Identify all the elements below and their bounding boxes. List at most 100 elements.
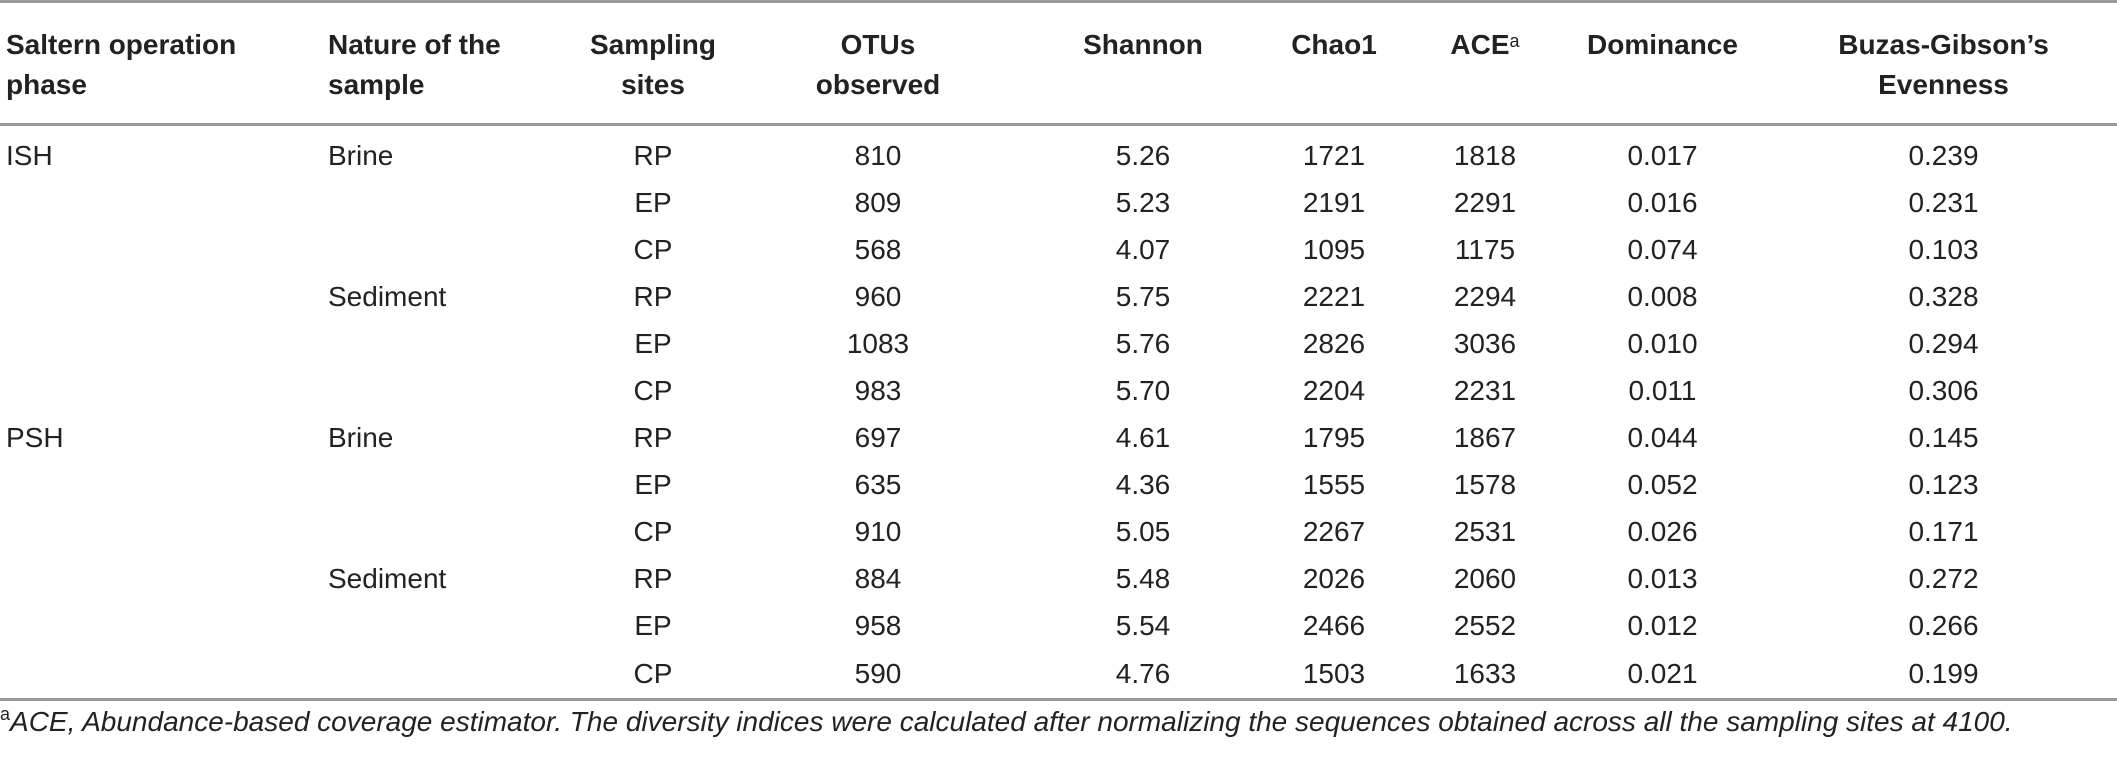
cell-dominance: 0.021 <box>1555 649 1770 701</box>
cell-chao1: 1795 <box>1302 422 1366 453</box>
table-row: EP 809 5.23 2191 2291 0.016 0.231 <box>0 179 2117 226</box>
cell-otus: 884 <box>854 563 902 594</box>
cell-phase <box>0 226 328 273</box>
cell-evenness: 0.145 <box>1908 422 1979 453</box>
cell-nature <box>328 508 583 555</box>
cell-dominance: 0.052 <box>1627 469 1698 500</box>
cell-ace: 2294 <box>1453 281 1517 312</box>
cell-dominance: 0.008 <box>1627 281 1698 312</box>
header-phase: Saltern operation phase <box>0 0 328 126</box>
cell-evenness: 0.231 <box>1908 187 1979 218</box>
cell-evenness: 0.199 <box>1770 649 2117 701</box>
cell-nature <box>328 602 583 649</box>
cell-otus: 1083 <box>846 328 910 359</box>
header-chao1: Chao1 <box>1253 0 1415 126</box>
cell-dominance: 0.010 <box>1627 328 1698 359</box>
cell-evenness: 0.328 <box>1908 281 1979 312</box>
cell-nature: Brine <box>328 422 394 453</box>
cell-nature: Brine <box>328 140 394 171</box>
header-sites: Sampling sites <box>583 0 723 126</box>
table-body: ISH Brine RP 810 5.26 1721 1818 0.017 0.239 EP 809… <box>0 125 2117 701</box>
cell-ace: 1818 <box>1453 140 1517 171</box>
table-row: CP 568 4.07 1095 1175 0.074 0.103 <box>0 226 2117 273</box>
cell-evenness: 0.294 <box>1908 328 1979 359</box>
cell-ace: 3036 <box>1453 328 1517 359</box>
cell-ace: 2531 <box>1453 516 1517 547</box>
cell-shannon: 5.48 <box>1115 563 1171 594</box>
cell-shannon: 5.75 <box>1115 281 1171 312</box>
table-footnote: aACE, Abundance-based coverage estimator… <box>0 704 2013 738</box>
cell-site: RP <box>633 422 673 453</box>
cell-chao1: 1095 <box>1302 234 1366 265</box>
cell-chao1: 2267 <box>1302 516 1366 547</box>
cell-nature <box>328 226 583 273</box>
cell-chao1: 2204 <box>1302 375 1366 406</box>
cell-chao1: 2221 <box>1302 281 1366 312</box>
cell-ace: 1175 <box>1454 234 1516 265</box>
cell-evenness: 0.171 <box>1908 516 1979 547</box>
cell-site: CP <box>633 375 673 406</box>
cell-phase: PSH <box>6 422 64 453</box>
cell-dominance: 0.016 <box>1627 187 1698 218</box>
cell-nature: Sediment <box>328 563 447 594</box>
cell-site: CP <box>583 649 723 701</box>
cell-site: RP <box>633 140 673 171</box>
cell-ace: 2231 <box>1453 375 1517 406</box>
cell-chao1: 1503 <box>1253 649 1415 701</box>
header-shannon: Shannon <box>1033 0 1253 126</box>
cell-dominance: 0.012 <box>1627 610 1698 641</box>
cell-nature <box>328 179 583 226</box>
cell-dominance: 0.013 <box>1627 563 1698 594</box>
cell-chao1: 2026 <box>1302 563 1366 594</box>
cell-phase <box>0 555 328 602</box>
cell-chao1: 1721 <box>1302 140 1366 171</box>
cell-otus: 810 <box>854 140 902 171</box>
cell-otus: 590 <box>723 649 1033 701</box>
cell-chao1: 1555 <box>1302 469 1366 500</box>
cell-shannon: 5.54 <box>1115 610 1171 641</box>
header-otus: OTUs observed <box>723 0 1033 126</box>
header-evenness: Buzas-Gibson’s Evenness <box>1770 0 2117 126</box>
cell-otus: 960 <box>854 281 902 312</box>
table-row: CP 590 4.76 1503 1633 0.021 0.199 <box>0 649 2117 701</box>
cell-chao1: 2191 <box>1302 187 1366 218</box>
cell-dominance: 0.044 <box>1627 422 1698 453</box>
cell-dominance: 0.026 <box>1627 516 1698 547</box>
diversity-table: Saltern operation phase Nature of the samp… <box>0 0 2117 701</box>
table-row: CP 910 5.05 2267 2531 0.026 0.171 <box>0 508 2117 555</box>
cell-shannon: 5.70 <box>1115 375 1171 406</box>
cell-phase <box>0 508 328 555</box>
cell-otus: 809 <box>854 187 902 218</box>
cell-shannon: 5.05 <box>1115 516 1171 547</box>
cell-evenness: 0.272 <box>1908 563 1979 594</box>
header-ace: ACEa <box>1415 0 1555 126</box>
cell-dominance: 0.011 <box>1628 375 1697 406</box>
cell-phase <box>0 367 328 414</box>
table-row: Sediment RP 884 5.48 2026 2060 0.013 0.272 <box>0 555 2117 602</box>
table-row: EP 635 4.36 1555 1578 0.052 0.123 <box>0 461 2117 508</box>
header-dominance: Dominance <box>1555 0 1770 126</box>
cell-shannon: 4.76 <box>1033 649 1253 701</box>
table-row: Sediment RP 960 5.75 2221 2294 0.008 0.328 <box>0 273 2117 320</box>
cell-otus: 635 <box>854 469 902 500</box>
cell-evenness: 0.239 <box>1908 140 1979 171</box>
cell-dominance: 0.074 <box>1627 234 1698 265</box>
cell-evenness: 0.103 <box>1908 234 1979 265</box>
table-row: PSH Brine RP 697 4.61 1795 1867 0.044 0.145 <box>0 414 2117 461</box>
cell-evenness: 0.306 <box>1908 375 1979 406</box>
cell-shannon: 4.61 <box>1115 422 1171 453</box>
cell-otus: 568 <box>854 234 902 265</box>
cell-otus: 697 <box>854 422 902 453</box>
cell-nature: Sediment <box>328 281 447 312</box>
cell-nature <box>328 649 583 701</box>
cell-ace: 2291 <box>1453 187 1517 218</box>
cell-evenness: 0.266 <box>1908 610 1979 641</box>
cell-shannon: 5.26 <box>1115 140 1171 171</box>
table-header: Saltern operation phase Nature of the samp… <box>0 0 2117 126</box>
cell-evenness: 0.123 <box>1908 469 1979 500</box>
cell-chao1: 2826 <box>1302 328 1366 359</box>
cell-otus: 983 <box>854 375 902 406</box>
cell-site: RP <box>633 563 673 594</box>
table-row: EP 958 5.54 2466 2552 0.012 0.266 <box>0 602 2117 649</box>
footnote-text: ACE, Abundance-based coverage estimator.… <box>10 706 2013 737</box>
